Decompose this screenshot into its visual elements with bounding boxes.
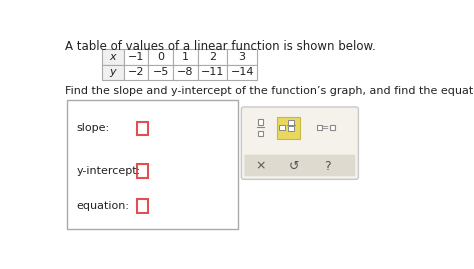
Bar bbox=[102, 65, 124, 80]
Text: −1: −1 bbox=[128, 52, 144, 62]
FancyBboxPatch shape bbox=[241, 107, 358, 179]
Bar bbox=[279, 125, 285, 130]
Text: A table of values of a linear function is shown below.: A table of values of a linear function i… bbox=[65, 40, 376, 53]
Bar bbox=[173, 49, 198, 65]
Bar bbox=[173, 65, 198, 80]
Bar bbox=[102, 49, 124, 65]
Bar bbox=[258, 119, 264, 125]
Bar bbox=[198, 49, 228, 65]
Bar bbox=[124, 65, 148, 80]
Bar bbox=[228, 49, 257, 65]
Bar bbox=[288, 120, 294, 125]
Bar bbox=[148, 49, 173, 65]
Bar bbox=[330, 125, 335, 130]
Text: equation:: equation: bbox=[76, 201, 129, 211]
Text: slope:: slope: bbox=[76, 123, 109, 133]
Text: −8: −8 bbox=[177, 67, 194, 77]
Text: −11: −11 bbox=[201, 67, 224, 77]
Bar bbox=[148, 65, 173, 80]
Text: 3: 3 bbox=[238, 52, 246, 62]
Text: Find the slope and y-intercept of the function’s graph, and find the equation fo: Find the slope and y-intercept of the fu… bbox=[65, 86, 474, 96]
FancyBboxPatch shape bbox=[245, 155, 356, 176]
Bar bbox=[198, 65, 228, 80]
Text: x: x bbox=[109, 52, 116, 62]
Text: ×: × bbox=[255, 160, 266, 173]
Bar bbox=[258, 131, 264, 136]
Text: 0: 0 bbox=[157, 52, 164, 62]
Bar bbox=[67, 100, 237, 229]
Text: 2: 2 bbox=[209, 52, 216, 62]
Bar bbox=[137, 164, 147, 178]
Bar bbox=[137, 122, 147, 135]
Text: y-intercept:: y-intercept: bbox=[76, 166, 141, 176]
Bar bbox=[288, 126, 294, 131]
FancyBboxPatch shape bbox=[277, 117, 300, 139]
Text: ?: ? bbox=[324, 160, 331, 173]
Text: y: y bbox=[109, 67, 116, 77]
Bar bbox=[317, 125, 322, 130]
Text: −2: −2 bbox=[128, 67, 144, 77]
Bar bbox=[137, 199, 147, 213]
Text: −14: −14 bbox=[230, 67, 254, 77]
Text: ↺: ↺ bbox=[289, 160, 299, 173]
Text: =: = bbox=[321, 123, 329, 133]
Bar bbox=[228, 65, 257, 80]
Text: −5: −5 bbox=[153, 67, 169, 77]
Text: 1: 1 bbox=[182, 52, 189, 62]
Bar bbox=[124, 49, 148, 65]
